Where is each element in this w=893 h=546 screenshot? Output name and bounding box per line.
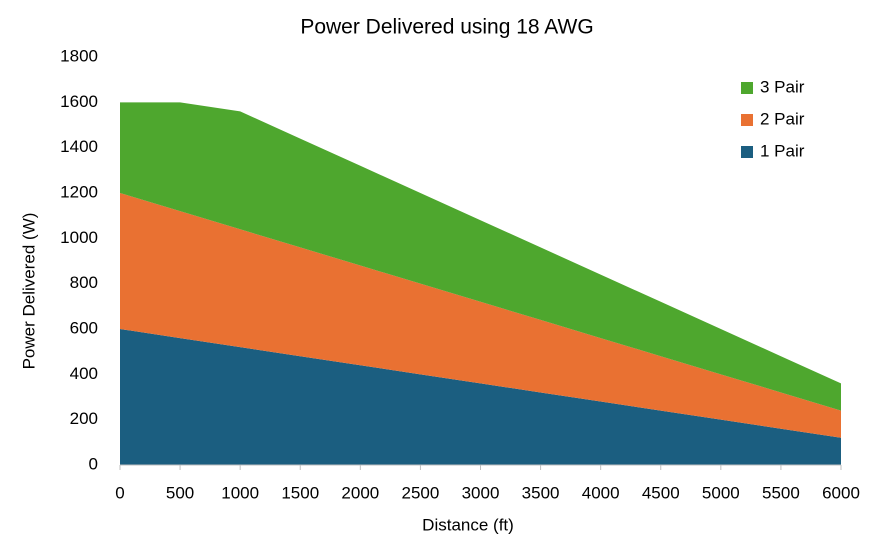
legend-swatch xyxy=(741,82,753,94)
legend-swatch xyxy=(741,146,753,158)
x-tick-label: 3500 xyxy=(522,483,560,502)
x-tick-label: 5500 xyxy=(762,483,800,502)
y-tick-label: 800 xyxy=(70,273,98,292)
legend-label: 3 Pair xyxy=(760,77,805,96)
x-tick-label: 4000 xyxy=(582,483,620,502)
x-tick-label: 1500 xyxy=(281,483,319,502)
x-tick-label: 6000 xyxy=(822,483,860,502)
x-tick-label: 1000 xyxy=(221,483,259,502)
area xyxy=(120,329,841,465)
legend-swatch xyxy=(741,114,753,126)
y-axis-label: Power Delivered (W) xyxy=(19,213,38,370)
area xyxy=(120,193,841,438)
x-tick-label: 0 xyxy=(115,483,124,502)
y-tick-label: 1000 xyxy=(60,228,98,247)
x-tick-label: 4500 xyxy=(642,483,680,502)
x-tick-label: 5000 xyxy=(702,483,740,502)
area xyxy=(120,102,841,411)
legend-label: 2 Pair xyxy=(760,109,805,128)
x-tick-label: 2500 xyxy=(402,483,440,502)
y-tick-label: 400 xyxy=(70,364,98,383)
x-tick-label: 3000 xyxy=(462,483,500,502)
y-tick-label: 200 xyxy=(70,409,98,428)
y-tick-label: 1200 xyxy=(60,182,98,201)
x-axis-label: Distance (ft) xyxy=(422,515,514,534)
legend-label: 1 Pair xyxy=(760,141,805,160)
y-tick-label: 1800 xyxy=(60,46,98,65)
y-tick-label: 600 xyxy=(70,318,98,337)
x-tick-label: 2000 xyxy=(341,483,379,502)
chart-title: Power Delivered using 18 AWG xyxy=(300,16,593,39)
y-tick-label: 0 xyxy=(89,454,98,473)
x-tick-label: 500 xyxy=(166,483,194,502)
y-tick-label: 1400 xyxy=(60,137,98,156)
y-tick-label: 1600 xyxy=(60,92,98,111)
